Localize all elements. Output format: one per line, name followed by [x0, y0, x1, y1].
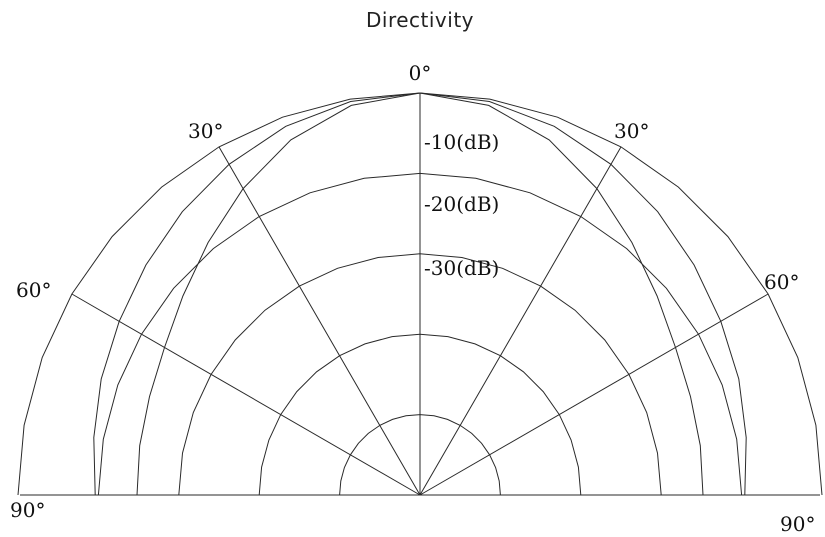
radial-label-10db: -10(dB) [424, 130, 499, 154]
radial-label-20db: -20(dB) [424, 192, 499, 216]
spoke-right-30 [419, 146, 622, 496]
angle-label-left-90: 90° [10, 498, 45, 522]
spoke-left-60 [71, 293, 421, 496]
angle-label-right-30: 30° [614, 119, 649, 143]
angle-label-left-30: 30° [188, 119, 223, 143]
angle-label-0: 0° [409, 61, 432, 85]
directivity-series-2 [136, 92, 704, 496]
series-layer [93, 92, 747, 496]
label-layer: 0° 30° 30° 60° 60° 90° 90° -10(dB) -20(d… [10, 61, 815, 536]
angle-label-right-60: 60° [764, 270, 799, 294]
chart-title: Directivity [365, 8, 474, 32]
angle-label-left-60: 60° [16, 278, 51, 302]
radial-label-30db: -30(dB) [424, 256, 499, 280]
spoke-left-30 [218, 146, 421, 496]
spoke-right-60 [419, 293, 769, 496]
polar-grid [17, 92, 823, 496]
angle-label-right-90: 90° [780, 512, 815, 536]
